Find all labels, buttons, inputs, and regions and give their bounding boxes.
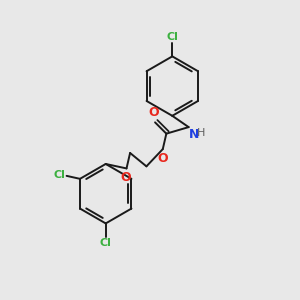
Text: Cl: Cl: [167, 32, 178, 42]
Text: O: O: [148, 106, 159, 119]
Text: H: H: [197, 128, 205, 138]
Text: O: O: [158, 152, 168, 165]
Text: Cl: Cl: [54, 170, 66, 180]
Text: N: N: [189, 128, 200, 141]
Text: O: O: [121, 171, 131, 184]
Text: Cl: Cl: [100, 238, 112, 248]
